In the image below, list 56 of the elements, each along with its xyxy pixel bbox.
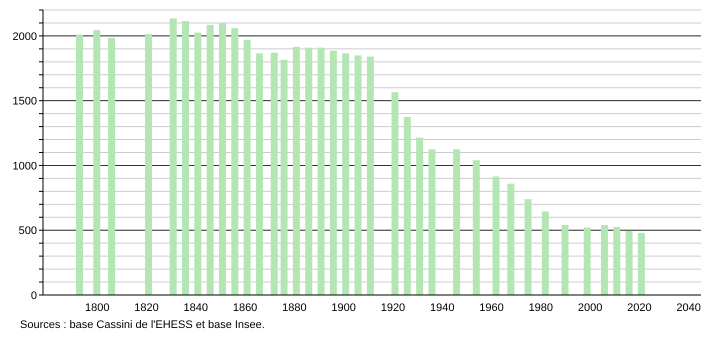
bar — [93, 30, 100, 295]
bar — [330, 50, 337, 295]
bar — [492, 176, 500, 295]
x-tick-label: 2040 — [676, 302, 701, 314]
bar — [305, 48, 312, 295]
x-tick-label: 1920 — [380, 302, 406, 314]
bar — [280, 60, 288, 295]
bar — [600, 225, 608, 295]
bar — [638, 232, 645, 295]
x-tick-label: 1880 — [282, 302, 307, 314]
x-tick-label: 1860 — [232, 302, 258, 314]
bar — [194, 32, 202, 295]
x-tick-label: 1840 — [184, 302, 208, 314]
bar — [404, 116, 411, 295]
bar — [507, 184, 514, 295]
bar — [584, 228, 591, 295]
bar — [342, 53, 350, 295]
bar — [318, 48, 325, 295]
bar — [76, 34, 84, 295]
bar — [524, 199, 532, 295]
x-tick-label: 2020 — [627, 302, 652, 314]
x-tick-label: 2000 — [578, 302, 602, 314]
bar — [182, 21, 190, 295]
bar — [366, 56, 374, 295]
x-tick-label: 1900 — [331, 302, 356, 314]
x-tick-label: 1800 — [84, 302, 110, 314]
bar — [472, 160, 480, 295]
x-tick-label: 1960 — [479, 302, 504, 314]
y-tick-label: 2000 — [12, 30, 37, 43]
x-tick-label: 1820 — [134, 302, 159, 314]
y-tick-label: 500 — [18, 225, 37, 238]
bar — [354, 55, 362, 295]
bar — [562, 225, 569, 295]
x-tick-label: 1980 — [528, 302, 554, 314]
bar — [428, 149, 436, 295]
bar — [256, 53, 263, 295]
y-tick-label: 1000 — [12, 160, 37, 172]
bar — [292, 46, 300, 295]
bar — [206, 24, 214, 295]
y-tick-label: 1500 — [12, 96, 37, 108]
bar — [170, 18, 177, 295]
x-tick-label: 1940 — [430, 302, 454, 314]
bar — [145, 34, 152, 295]
bar — [626, 230, 633, 295]
bar — [244, 40, 251, 295]
bar — [613, 226, 620, 295]
bar — [270, 52, 278, 295]
bar — [108, 38, 116, 295]
bar — [453, 149, 460, 295]
bar — [231, 28, 238, 295]
bar — [218, 22, 226, 295]
bar — [416, 138, 424, 295]
y-tick-label: 0 — [30, 290, 37, 302]
source-note: Sources : base Cassini de l'EHESS et base Insee. — [20, 319, 266, 331]
bar — [391, 92, 398, 295]
bar — [542, 211, 549, 295]
